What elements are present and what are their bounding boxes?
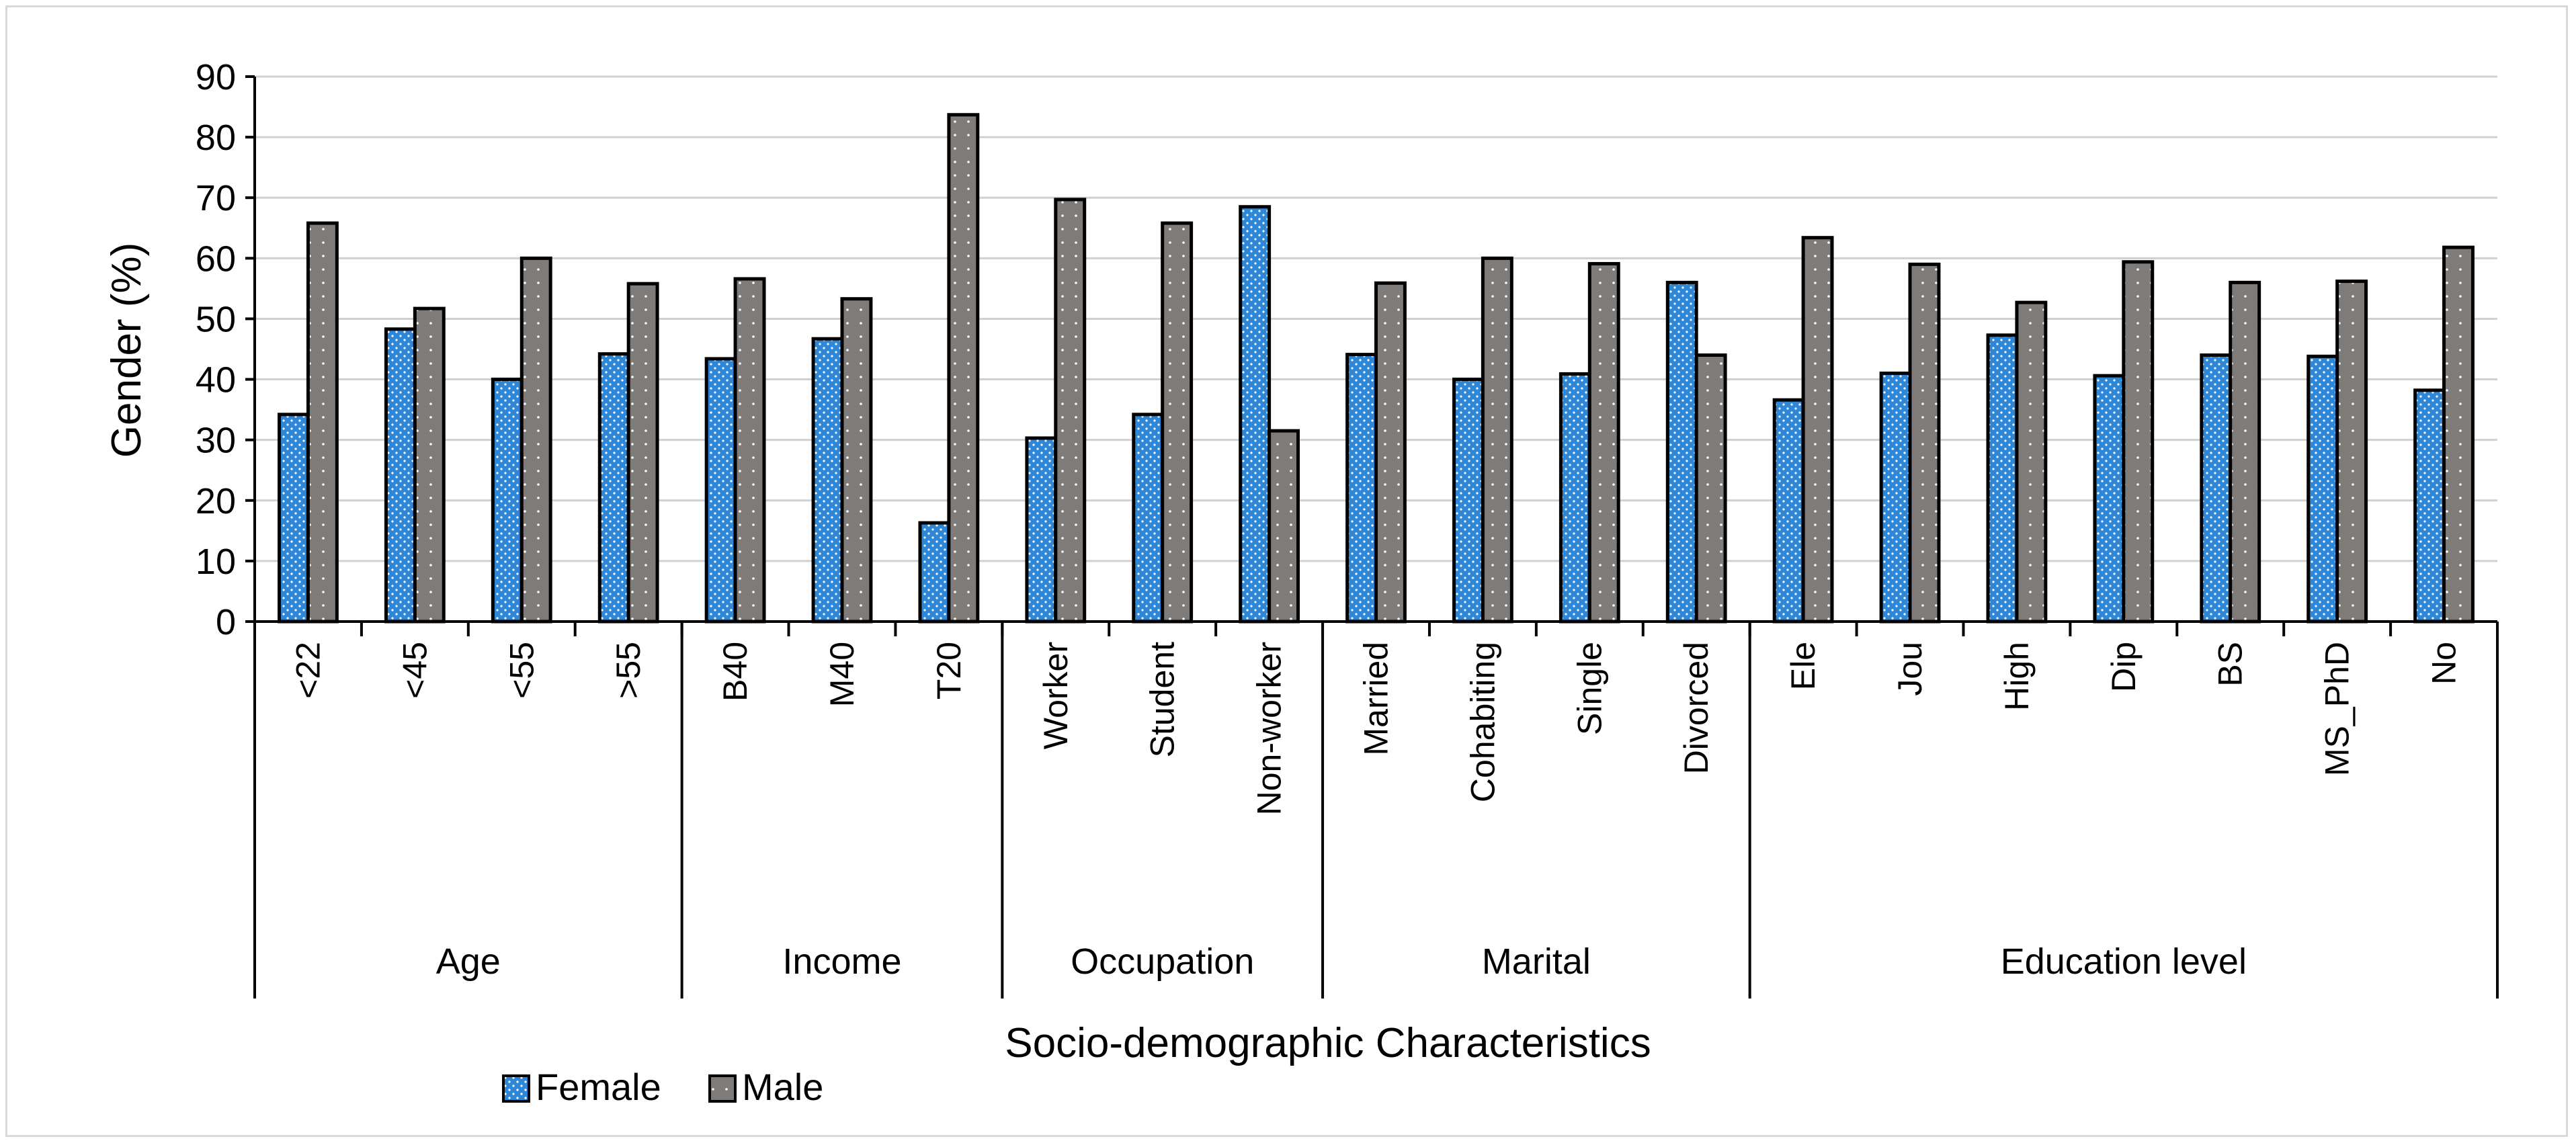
bar-male xyxy=(306,221,339,624)
x-tick-label: B40 xyxy=(716,642,754,702)
bar-female xyxy=(1239,205,1272,624)
x-tick-label: High xyxy=(1998,642,2036,711)
x-tick-label: Worker xyxy=(1037,642,1075,749)
chart-frame: 0 10 20 30 40 50 60 70 80 90 <22 <45 <55 >55 B40 M40 T20… xyxy=(5,5,2568,1137)
bar-female xyxy=(1025,436,1058,624)
group-label: Education level xyxy=(2001,941,2247,982)
x-tick-label: Dip xyxy=(2105,642,2143,692)
x-tick-label: Cohabiting xyxy=(1464,642,1501,802)
bar-male xyxy=(1694,353,1727,624)
x-tick-label: >55 xyxy=(610,642,647,699)
bar-female xyxy=(2413,388,2446,624)
legend-swatch-female xyxy=(502,1074,530,1103)
legend-item-male: Male xyxy=(708,1066,823,1108)
group-label: Occupation xyxy=(1071,941,1254,982)
bar-male xyxy=(1481,256,1513,624)
x-tick-label: <22 xyxy=(289,642,327,699)
y-tick-label: 80 xyxy=(196,118,236,158)
bar-female xyxy=(2200,353,2233,624)
bar-male xyxy=(520,256,552,624)
bar-male xyxy=(947,113,980,624)
group-label: Income xyxy=(782,941,901,982)
x-tick-label: Jou xyxy=(1891,642,1929,696)
y-tick-label: 90 xyxy=(196,57,236,97)
bars xyxy=(278,113,2475,624)
bar-male xyxy=(1374,281,1407,624)
bar-female xyxy=(2307,354,2339,624)
bar-female xyxy=(1665,280,1698,624)
x-tick-label: Single xyxy=(1571,642,1608,735)
bar-male xyxy=(1801,236,1834,624)
bar-female xyxy=(1559,372,1591,624)
x-tick-label: <45 xyxy=(396,642,433,699)
bar-female xyxy=(811,337,844,624)
x-tick-label: Married xyxy=(1358,642,1395,755)
bar-male xyxy=(2229,280,2261,624)
bar-male xyxy=(413,306,446,624)
bar-male xyxy=(840,297,873,624)
bar-female xyxy=(491,378,524,624)
x-tick-label: M40 xyxy=(823,642,861,707)
x-axis-title: Socio-demographic Characteristics xyxy=(1005,1020,1651,1066)
legend-item-female: Female xyxy=(502,1066,661,1108)
bar-male xyxy=(626,282,659,624)
y-tick-label: 70 xyxy=(196,178,236,218)
legend-label-male: Male xyxy=(742,1066,823,1108)
bar-female xyxy=(1132,413,1165,624)
bar-female xyxy=(597,352,630,624)
bar-male xyxy=(1161,221,1194,624)
y-tick-label: 20 xyxy=(196,481,236,521)
x-tick-label: MS_PhD xyxy=(2319,642,2356,776)
axis-labels: Gender (%) Socio-demographic Characteris… xyxy=(103,243,1651,1066)
bar-female xyxy=(1345,353,1378,624)
bar-female xyxy=(918,521,951,624)
y-tick-label: 30 xyxy=(196,421,236,461)
y-tick-label: 50 xyxy=(196,299,236,339)
bar-male xyxy=(2015,300,2048,624)
y-tick-label: 10 xyxy=(196,542,236,582)
legend-label-female: Female xyxy=(536,1066,661,1108)
legend-swatch-male xyxy=(708,1074,737,1103)
x-tick-label: Divorced xyxy=(1677,642,1715,774)
x-tick-label: No xyxy=(2425,642,2463,685)
bar-female xyxy=(704,357,737,624)
bar-female xyxy=(384,327,417,624)
bar-female xyxy=(278,413,310,624)
y-tick-label: 0 xyxy=(216,602,236,642)
bar-female xyxy=(1879,372,1912,624)
axes: 0 10 20 30 40 50 60 70 80 90 <22 <45 <55 >55 B40 M40 T20… xyxy=(196,57,2499,999)
x-tick-label: BS xyxy=(2212,642,2249,687)
x-tick-label: Non-worker xyxy=(1251,642,1288,815)
y-tick-label: 60 xyxy=(196,239,236,279)
bar-female xyxy=(1452,378,1485,624)
group-label: Marital xyxy=(1482,941,1591,982)
bar-male xyxy=(733,277,766,624)
x-tick-label: Student xyxy=(1144,642,1181,757)
legend: Female Male xyxy=(502,1066,823,1108)
bar-female xyxy=(1772,398,1805,624)
bar-female xyxy=(2093,374,2126,624)
bar-female xyxy=(1986,333,2019,624)
x-tick-label: T20 xyxy=(930,642,968,699)
bar-chart: 0 10 20 30 40 50 60 70 80 90 <22 <45 <55 >55 B40 M40 T20… xyxy=(103,57,2499,1108)
bar-male xyxy=(2122,260,2155,624)
bar-male xyxy=(2335,280,2368,624)
y-tick-label: 40 xyxy=(196,360,236,400)
bar-male xyxy=(1908,262,1941,624)
group-label: Age xyxy=(436,941,501,982)
y-axis-title: Gender (%) xyxy=(103,243,150,458)
bar-male xyxy=(1587,261,1620,624)
bar-male xyxy=(1054,198,1087,624)
x-tick-label: <55 xyxy=(503,642,540,699)
bar-male xyxy=(2442,245,2475,624)
x-tick-label: Ele xyxy=(1784,642,1822,690)
bar-male xyxy=(1268,429,1300,624)
